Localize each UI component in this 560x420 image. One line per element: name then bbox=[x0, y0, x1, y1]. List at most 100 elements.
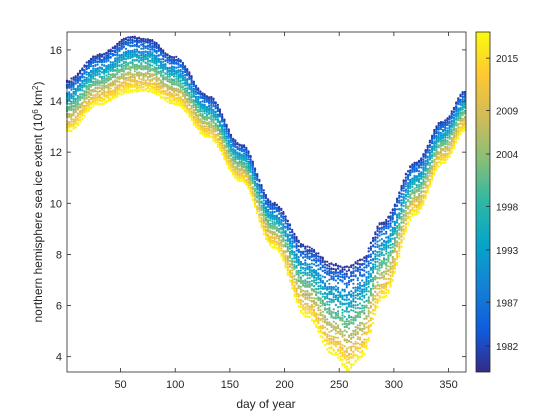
data-point bbox=[302, 245, 305, 248]
data-point bbox=[170, 65, 173, 68]
data-point bbox=[435, 151, 438, 154]
data-point bbox=[92, 69, 95, 72]
data-point bbox=[85, 88, 88, 91]
data-point bbox=[208, 100, 211, 103]
data-point bbox=[439, 122, 442, 125]
data-point bbox=[330, 291, 333, 294]
data-point bbox=[70, 107, 73, 110]
data-point bbox=[293, 251, 296, 254]
data-point bbox=[103, 81, 106, 84]
data-point bbox=[262, 215, 265, 218]
data-point bbox=[323, 271, 327, 274]
data-point bbox=[293, 238, 296, 241]
data-point bbox=[308, 246, 311, 249]
data-point bbox=[321, 304, 324, 307]
data-point bbox=[170, 81, 173, 84]
data-point bbox=[146, 47, 149, 50]
data-point bbox=[190, 79, 193, 82]
data-point bbox=[133, 66, 136, 70]
data-point bbox=[389, 222, 392, 225]
data-point bbox=[297, 263, 300, 266]
data-point bbox=[159, 67, 163, 70]
data-point bbox=[376, 227, 379, 230]
data-point bbox=[238, 144, 241, 147]
data-point bbox=[262, 196, 265, 199]
data-point bbox=[433, 132, 436, 135]
data-point bbox=[280, 227, 283, 230]
data-point bbox=[210, 118, 213, 121]
data-point bbox=[267, 219, 270, 222]
data-point bbox=[339, 316, 342, 319]
data-point bbox=[251, 181, 254, 184]
data-point bbox=[358, 321, 362, 324]
data-point bbox=[450, 113, 453, 116]
data-point bbox=[302, 250, 305, 253]
data-point bbox=[282, 225, 285, 228]
data-point bbox=[140, 56, 143, 59]
data-point bbox=[127, 49, 130, 53]
data-point bbox=[203, 96, 206, 99]
data-point bbox=[347, 305, 351, 308]
data-point bbox=[321, 281, 324, 284]
data-point bbox=[140, 43, 143, 46]
data-point bbox=[343, 329, 346, 332]
data-point bbox=[308, 257, 311, 261]
data-point bbox=[120, 40, 123, 43]
data-point bbox=[122, 51, 125, 54]
data-point bbox=[190, 83, 193, 86]
data-point bbox=[138, 37, 141, 40]
data-point bbox=[133, 70, 136, 73]
data-point bbox=[350, 290, 353, 293]
data-point bbox=[299, 281, 302, 285]
data-point bbox=[260, 190, 263, 193]
data-point bbox=[122, 70, 125, 73]
data-point bbox=[382, 222, 386, 225]
data-point bbox=[203, 109, 206, 112]
data-point bbox=[271, 214, 274, 217]
data-point bbox=[179, 74, 182, 77]
data-point bbox=[308, 274, 311, 277]
data-point bbox=[369, 242, 372, 245]
data-point bbox=[365, 286, 368, 290]
data-point bbox=[251, 164, 254, 167]
data-point bbox=[116, 77, 119, 80]
data-point bbox=[98, 60, 101, 64]
data-point bbox=[444, 142, 447, 145]
data-point bbox=[380, 221, 383, 224]
data-point bbox=[376, 265, 379, 268]
data-point bbox=[376, 240, 379, 243]
data-point bbox=[186, 83, 189, 86]
data-point bbox=[422, 155, 425, 158]
data-point bbox=[452, 116, 456, 120]
data-point bbox=[376, 233, 379, 236]
data-point bbox=[363, 309, 366, 312]
data-point bbox=[424, 177, 427, 180]
data-point bbox=[105, 77, 108, 80]
data-point bbox=[131, 49, 134, 52]
data-point bbox=[313, 248, 316, 251]
data-point bbox=[83, 91, 86, 95]
data-point bbox=[81, 76, 84, 79]
data-point bbox=[225, 146, 228, 149]
data-point bbox=[85, 82, 88, 85]
data-point bbox=[407, 183, 410, 186]
data-point bbox=[387, 240, 390, 244]
data-point bbox=[173, 56, 176, 59]
data-point bbox=[295, 237, 298, 241]
data-point bbox=[144, 64, 147, 67]
data-point bbox=[118, 59, 121, 63]
data-point bbox=[271, 220, 274, 223]
data-point bbox=[367, 290, 370, 293]
data-point bbox=[135, 59, 139, 62]
data-point bbox=[313, 276, 316, 279]
data-point bbox=[308, 249, 311, 252]
data-point bbox=[354, 304, 357, 307]
data-point bbox=[229, 152, 233, 156]
data-point bbox=[441, 144, 445, 147]
data-point bbox=[372, 258, 375, 261]
data-point bbox=[328, 272, 331, 275]
data-point bbox=[328, 267, 331, 270]
data-point bbox=[210, 98, 213, 102]
data-point bbox=[129, 36, 132, 39]
data-point bbox=[232, 159, 235, 162]
